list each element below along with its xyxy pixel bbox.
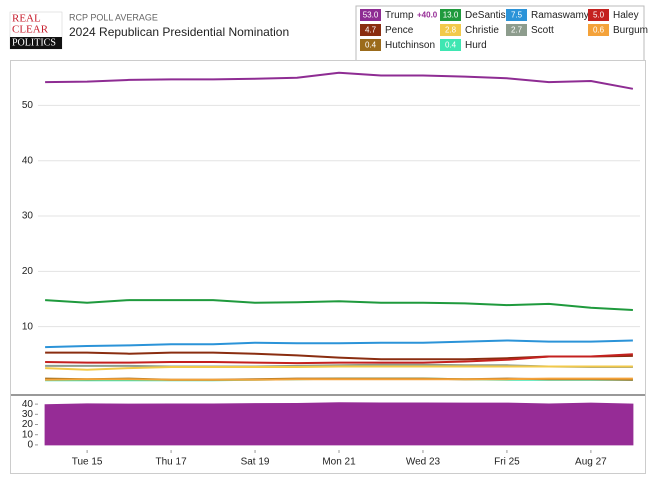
y-tick-label: 20 <box>22 419 34 430</box>
x-tick-label: Mon 21 <box>322 457 356 468</box>
x-tick-label: Sat 19 <box>241 457 270 468</box>
series-line <box>45 353 633 365</box>
legend-badge-value: 2.7 <box>511 26 523 35</box>
legend-label: Hurd <box>465 40 487 51</box>
x-tick-label: Tue 15 <box>72 457 103 468</box>
logo-band <box>10 37 62 49</box>
legend-badge-value: 53.0 <box>363 11 379 20</box>
legend-label: DeSantis <box>465 10 506 21</box>
legend-lead-value: +40.0 <box>417 11 438 20</box>
y-tick-label: 10 <box>22 429 34 440</box>
legend-label: Scott <box>531 25 554 36</box>
y-tick-label: 20 <box>22 266 34 277</box>
x-tick-label: Aug 27 <box>575 457 607 468</box>
series-line <box>45 339 633 349</box>
series-line <box>45 71 634 90</box>
legend-badge-value: 4.7 <box>365 26 377 35</box>
legend-badge <box>506 9 527 21</box>
legend-badge-value: 2.8 <box>445 26 457 35</box>
legend-label: Ramaswamy <box>531 10 589 21</box>
y-tick-label: 40 <box>22 399 34 410</box>
y-tick-label: 10 <box>22 321 34 332</box>
series-line <box>45 299 633 311</box>
legend-badge <box>360 9 381 21</box>
legend-badge <box>506 24 527 36</box>
legend-label: Hutchinson <box>385 40 435 51</box>
y-tick-label: 0 <box>27 440 33 451</box>
legend-badge-value: 5.0 <box>593 11 605 20</box>
legend-badge-value: 0.4 <box>445 41 457 50</box>
y-tick-label: 40 <box>22 155 34 166</box>
legend-badge-value: 0.4 <box>365 41 377 50</box>
legend-badge <box>440 24 461 36</box>
x-tick-label: Fri 25 <box>494 457 520 468</box>
legend-badge <box>440 39 461 51</box>
series-line <box>45 365 633 371</box>
legend-label: Christie <box>465 25 499 36</box>
lead-area <box>44 402 634 446</box>
y-tick-label: 30 <box>22 211 34 222</box>
legend-badge <box>360 24 381 36</box>
chart-title: 2024 Republican Presidential Nomination <box>69 25 289 39</box>
chart-subtitle: RCP POLL AVERAGE <box>69 12 158 22</box>
legend-badge-value: 7.5 <box>511 11 523 20</box>
series-line <box>45 377 633 381</box>
legend-label: Trump <box>385 10 414 21</box>
x-tick-label: Wed 23 <box>406 457 441 468</box>
logo: REAL CLEAR POLITICS <box>9 11 63 50</box>
legend-badge <box>588 24 609 36</box>
legend-badge <box>440 9 461 21</box>
legend-badge <box>360 39 381 51</box>
legend-badge-value: 13.0 <box>443 11 459 20</box>
legend-badge <box>588 9 609 21</box>
legend-label: Burgum <box>613 25 648 36</box>
y-tick-label: 30 <box>22 409 34 420</box>
legend-badge-value: 0.6 <box>593 26 605 35</box>
logo-text: REAL <box>12 13 41 25</box>
x-tick-label: Thu 17 <box>156 457 188 468</box>
legend-label: Pence <box>385 25 414 36</box>
logo-text: CLEAR <box>12 24 49 36</box>
legend-label: Haley <box>613 10 639 21</box>
logo-text: POLITICS <box>12 37 56 48</box>
y-tick-label: 50 <box>22 100 34 111</box>
